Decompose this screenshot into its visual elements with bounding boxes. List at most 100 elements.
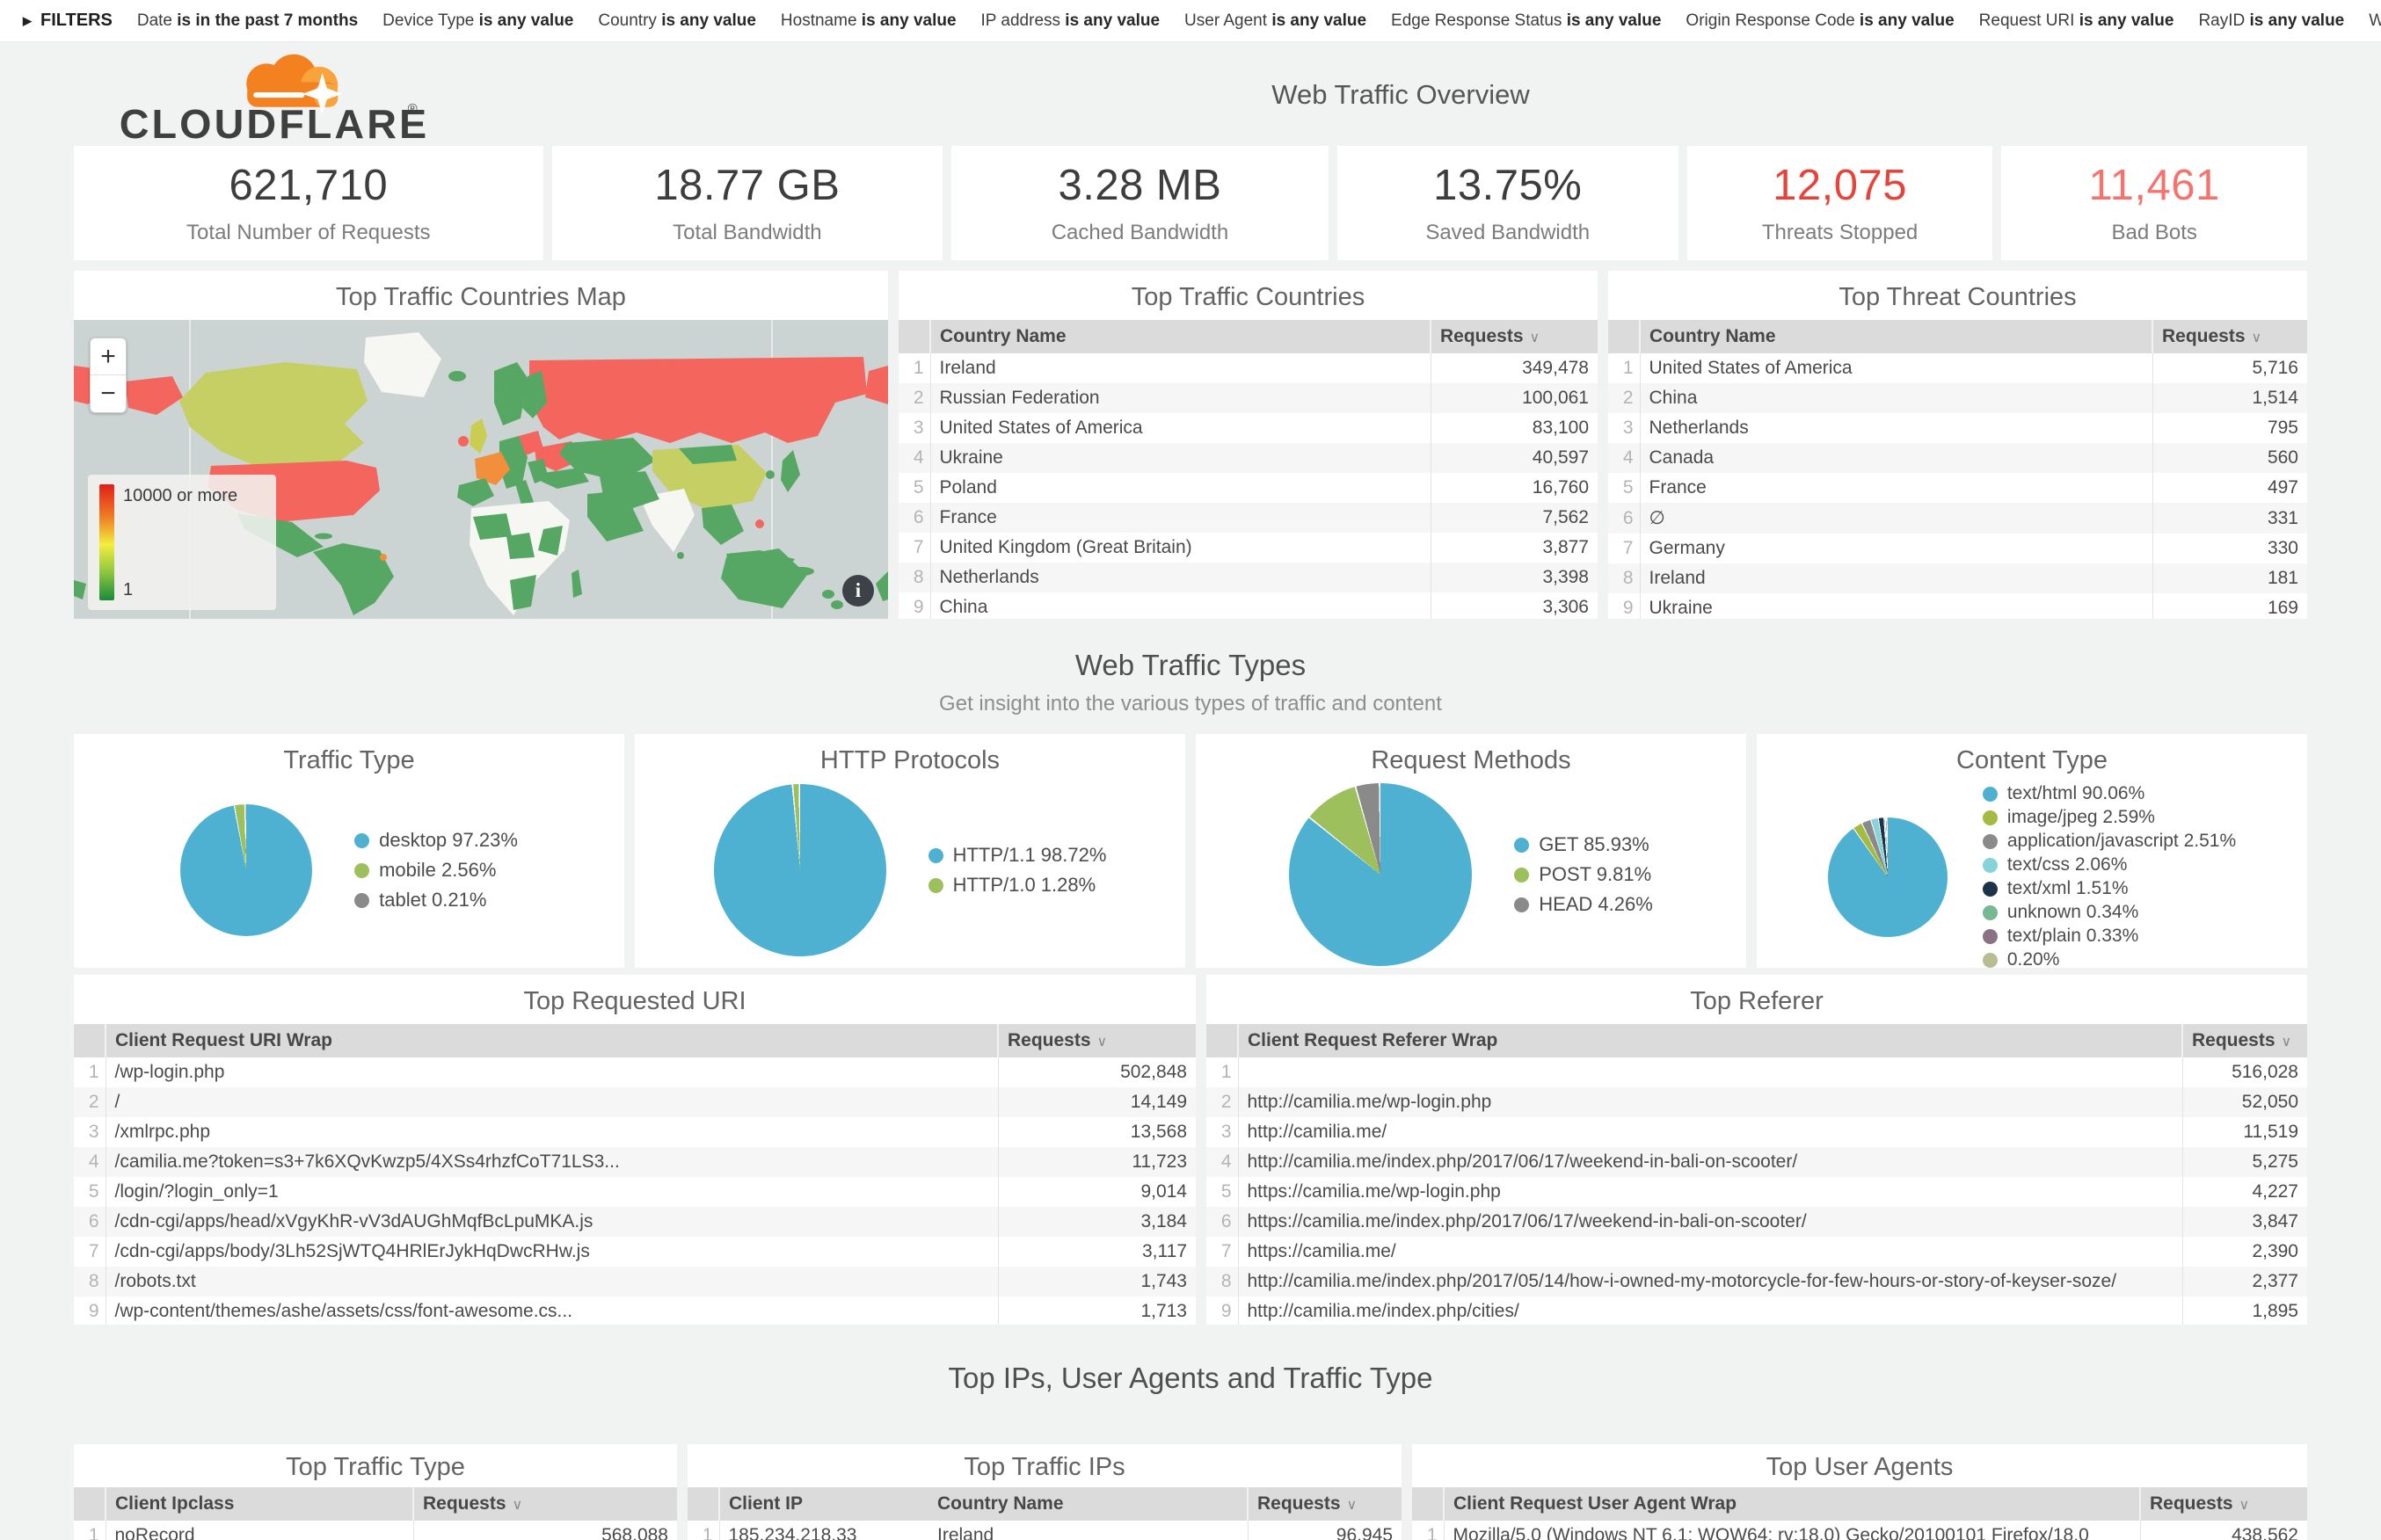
legend-item[interactable]: mobile 2.56% [354, 859, 518, 882]
table-row[interactable]: 1 Ireland 349,478 [899, 353, 1598, 383]
table-row[interactable]: 5 https://camilia.me/wp-login.php 4,227 [1206, 1177, 2307, 1207]
legend-item[interactable]: text/html 90.06% [1982, 783, 2236, 804]
filter-item[interactable]: Device Type is any value [382, 11, 573, 31]
table-row[interactable]: 1 185.234.218.33 Ireland 96,945 [688, 1521, 1402, 1540]
table-row[interactable]: 6 France 7,562 [899, 503, 1598, 533]
legend-item[interactable]: unknown 0.34% [1982, 902, 2236, 923]
table-row[interactable]: 1/wp-login.php 502,848 [74, 1057, 1196, 1087]
table-row[interactable]: 1 noRecord 568,088 [74, 1521, 677, 1540]
table-row[interactable]: 3 Netherlands 795 [1608, 413, 2307, 443]
table-row[interactable]: 8 http://camilia.me/index.php/2017/05/14/… [1206, 1267, 2307, 1297]
legend-item[interactable]: 0.20% [1982, 949, 2236, 968]
map-info-button[interactable]: i [842, 575, 874, 607]
column-header[interactable]: Requests ∨ [2139, 1487, 2307, 1521]
column-header[interactable]: Requests ∨ [1430, 320, 1598, 353]
column-header[interactable]: Client Request URI Wrap [106, 1024, 998, 1057]
filter-item[interactable]: IP address is any value [981, 11, 1161, 31]
legend-item[interactable]: text/css 2.06% [1982, 854, 2236, 875]
filter-item[interactable]: Request URI is any value [1979, 11, 2174, 31]
table-row[interactable]: 9/wp-content/themes/ashe/assets/css/font… [74, 1297, 1196, 1325]
legend-item[interactable]: tablet 0.21% [354, 889, 518, 912]
table-row[interactable]: 5 Poland 16,760 [899, 473, 1598, 503]
filters-toggle[interactable]: ▶ FILTERS [23, 11, 113, 31]
table-row[interactable]: 4 Canada 560 [1608, 443, 2307, 473]
legend-item[interactable]: POST 9.81% [1514, 863, 1653, 886]
table-row[interactable]: 2 http://camilia.me/wp-login.php 52,050 [1206, 1087, 2307, 1117]
filter-item[interactable]: Hostname is any value [781, 11, 957, 31]
table-row[interactable]: 6 https://camilia.me/index.php/2017/06/17… [1206, 1207, 2307, 1237]
table-row[interactable]: 6/cdn-cgi/apps/head/xVgyKhR-vV3dAUGhMqfB… [74, 1207, 1196, 1237]
table-row[interactable]: 2 Russian Federation 100,061 [899, 383, 1598, 413]
table-row[interactable]: 5/login/?login_only=1 9,014 [74, 1177, 1196, 1207]
table-row[interactable]: 1 United States of America 5,716 [1608, 353, 2307, 383]
table-cell: / [114, 1092, 120, 1112]
table-row[interactable]: 9 http://camilia.me/index.php/cities/1,89… [1206, 1297, 2307, 1325]
table-row[interactable]: 3/xmlrpc.php 13,568 [74, 1117, 1196, 1147]
table-row[interactable]: 4 http://camilia.me/index.php/2017/06/17/… [1206, 1147, 2307, 1177]
table-row[interactable]: 7 United Kingdom (Great Britain) 3,877 [899, 533, 1598, 563]
table-row[interactable]: 1 516,028 [1206, 1057, 2307, 1087]
zoom-out-button[interactable]: − [100, 379, 116, 408]
sort-chevron-icon[interactable]: ∨ [512, 1498, 523, 1513]
table-row[interactable]: 9 China 3,306 [899, 592, 1598, 619]
sort-chevron-icon[interactable]: ∨ [2281, 1035, 2292, 1050]
table-row[interactable]: 4 Ukraine 40,597 [899, 443, 1598, 473]
table-cell: 1,514 [2152, 383, 2307, 413]
table-row[interactable]: 6 ∅ 331 [1608, 503, 2307, 534]
table-row[interactable]: 3 United States of America 83,100 [899, 413, 1598, 443]
column-header[interactable]: Country Name [1640, 320, 2152, 353]
world-map-canvas[interactable]: + − 10000 or more 1 i [74, 320, 888, 619]
legend-label: tablet 0.21% [379, 889, 487, 911]
column-header[interactable]: Requests ∨ [2152, 320, 2307, 353]
table-row[interactable]: 2 China 1,514 [1608, 383, 2307, 413]
column-header[interactable]: Country Name [930, 320, 1431, 353]
zoom-in-button[interactable]: + [91, 338, 126, 375]
legend-item[interactable]: desktop 97.23% [354, 829, 518, 852]
column-header[interactable]: Requests ∨ [412, 1487, 677, 1521]
column-header[interactable]: Client Request User Agent Wrap [1444, 1487, 2140, 1521]
column-header[interactable]: Client Ipclass [106, 1487, 413, 1521]
table-row[interactable]: 2 / 14,149 [74, 1087, 1196, 1117]
legend-item[interactable]: GET 85.93% [1514, 833, 1653, 856]
table-cell: Mozilla/5.0 (Windows NT 6.1; WOW64; rv:1… [1453, 1525, 2089, 1540]
table-row[interactable]: 7/cdn-cgi/apps/body/3Lh52SjWTQ4HRlErJykH… [74, 1237, 1196, 1267]
table-row[interactable]: 1 Mozilla/5.0 (Windows NT 6.1; WOW64; rv:… [1412, 1521, 2307, 1540]
table-row[interactable]: 5 France 497 [1608, 473, 2307, 503]
table-row[interactable]: 8 Ireland 181 [1608, 563, 2307, 593]
column-header[interactable]: Requests ∨ [997, 1024, 1196, 1057]
legend-item[interactable]: HEAD 4.26% [1514, 893, 1653, 916]
filter-item[interactable]: Country is any value [598, 11, 756, 31]
column-header[interactable]: Requests ∨ [2181, 1024, 2307, 1057]
filter-item[interactable]: Edge Response Status is any value [1391, 11, 1661, 31]
filter-item[interactable]: User Agent is any value [1184, 11, 1366, 31]
section-title: Top IPs, User Agents and Traffic Type [948, 1362, 1433, 1394]
table-row[interactable]: 9 Ukraine 169 [1608, 593, 2307, 619]
column-header[interactable]: Client Request Referer Wrap [1238, 1024, 2182, 1057]
sort-chevron-icon[interactable]: ∨ [1529, 331, 1540, 345]
legend-item[interactable]: image/jpeg 2.59% [1982, 807, 2236, 828]
index-column-header [1412, 1487, 1445, 1521]
table-row[interactable]: 8/robots.txt 1,743 [74, 1267, 1196, 1297]
filter-item[interactable]: RayID is any value [2198, 11, 2344, 31]
sort-chevron-icon[interactable]: ∨ [2239, 1498, 2250, 1513]
filter-item[interactable]: Worker Subrequest ... [2369, 11, 2381, 31]
table-row[interactable]: 3 http://camilia.me/11,519 [1206, 1117, 2307, 1147]
sort-chevron-icon[interactable]: ∨ [1346, 1498, 1358, 1513]
sort-chevron-icon[interactable]: ∨ [1096, 1035, 1108, 1050]
legend-item[interactable]: text/plain 0.33% [1982, 926, 2236, 947]
table-row[interactable]: 4/camilia.me?token=s3+7k6XQvKwzp5/4XSs4r… [74, 1147, 1196, 1177]
table-row[interactable]: 8 Netherlands 3,398 [899, 563, 1598, 592]
column-header[interactable]: Country Name [928, 1487, 1248, 1521]
table-row[interactable]: 7 Germany 330 [1608, 534, 2307, 563]
filter-item[interactable]: Origin Response Code is any value [1686, 11, 1954, 31]
column-header[interactable]: Requests ∨ [1247, 1487, 1402, 1521]
filter-item[interactable]: Date is in the past 7 months [137, 11, 358, 31]
column-header[interactable]: Client IP [719, 1487, 928, 1521]
legend-dot-icon [1982, 857, 1998, 873]
legend-item[interactable]: HTTP/1.0 1.28% [928, 874, 1107, 897]
sort-chevron-icon[interactable]: ∨ [2251, 331, 2262, 345]
legend-item[interactable]: HTTP/1.1 98.72% [928, 844, 1106, 867]
legend-item[interactable]: text/xml 1.51% [1982, 878, 2236, 899]
table-row[interactable]: 7 https://camilia.me/2,390 [1206, 1237, 2307, 1267]
legend-item[interactable]: application/javascript 2.51% [1982, 831, 2236, 852]
